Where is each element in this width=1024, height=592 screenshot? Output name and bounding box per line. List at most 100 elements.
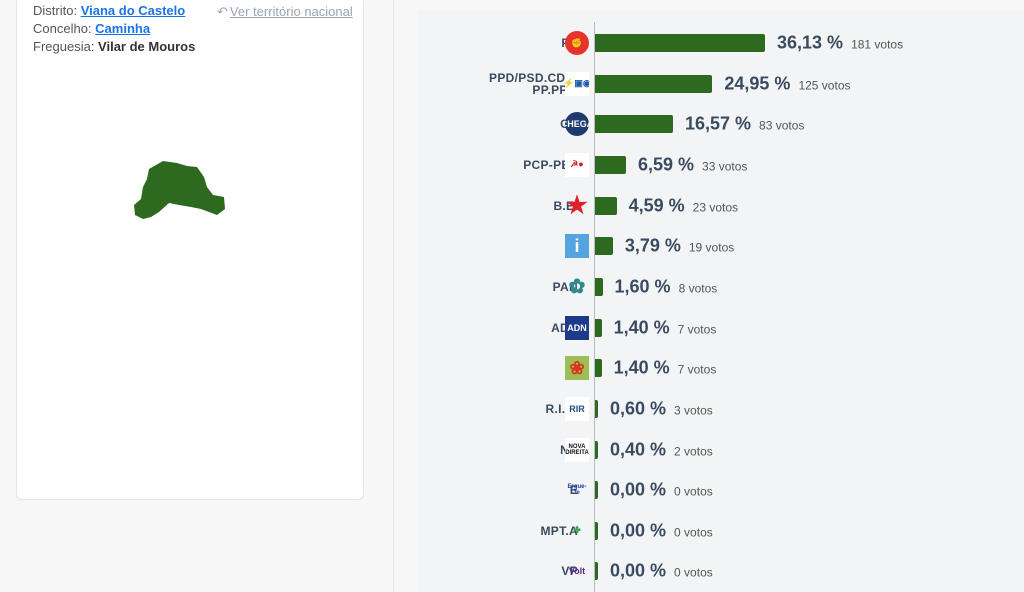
result-percentage: 3,79 % 19 votos <box>625 236 734 257</box>
percentage-value: 36,13 % <box>777 32 844 53</box>
votes-count: 3 votos <box>674 403 713 418</box>
result-percentage: 4,59 % 23 votos <box>629 195 738 216</box>
votes-count: 83 votos <box>759 118 805 133</box>
party-row: CHCHEGA16,57 %83 votos <box>418 110 1024 138</box>
result-percentage: 24,95 % 125 votos <box>724 73 850 94</box>
votes-count: 0 votos <box>674 484 713 499</box>
result-percentage: 16,57 % 83 votos <box>685 114 804 135</box>
parish-map[interactable] <box>129 157 229 221</box>
party-name: PCP-PEV <box>523 157 578 172</box>
party-row: E Ergue-te 0,00 % 0 votos <box>418 476 1024 504</box>
votes-count: 0 votos <box>674 565 713 580</box>
percentage-value: 0,00 % <box>610 479 667 500</box>
volt-logo: Volt <box>568 566 586 577</box>
party-name: B.E. <box>553 198 578 213</box>
party-row: B.E. ★ 4,59 % 23 votos <box>418 192 1024 220</box>
percentage-value: 0,00 % <box>610 560 667 581</box>
result-bar <box>595 440 598 459</box>
votes-count: 2 votos <box>674 444 713 458</box>
result-bar <box>595 318 602 337</box>
result-bar <box>595 481 598 500</box>
percentage-value: 16,57 % <box>684 113 752 134</box>
parish-line: Freguesia: Vilar de Mouros <box>33 39 195 54</box>
result-bar <box>595 237 613 256</box>
il-logo: i <box>565 234 589 259</box>
party-row: PAN ✿ 1,60 % 8 votos <box>418 273 1024 301</box>
percentage-value: 1,60 % <box>614 276 671 297</box>
percentage-value: 4,59 % <box>628 195 685 216</box>
percentage-value: 0,00 % <box>610 520 667 541</box>
ad-logo: ⚡▣◉ <box>565 71 589 96</box>
adn-logo: ADN <box>565 315 589 340</box>
party-row: PCP-PEV ☭● 6,59 % 33 votos <box>418 151 1024 179</box>
parish-name: Vilar de Mouros <box>98 39 196 54</box>
council-link[interactable]: Caminha <box>95 21 151 36</box>
votes-count: 125 votos <box>798 78 851 93</box>
cdu-logo: ☭● <box>565 152 589 177</box>
party-name: E <box>569 483 578 498</box>
ps-logo: ✊ <box>565 31 589 55</box>
panel-divider <box>393 0 394 592</box>
result-bar <box>595 359 602 378</box>
party-name: MPT.A <box>540 523 578 538</box>
party-name: PAN <box>552 279 578 294</box>
percentage-value: 24,95 % <box>724 73 791 94</box>
votes-count: 0 votos <box>674 525 713 540</box>
result-bar <box>595 562 598 581</box>
percentage-value: 6,59 % <box>638 154 695 175</box>
council-label: Concelho: <box>33 21 92 36</box>
chega-logo: CHEGA <box>565 112 589 137</box>
undo-icon: ↶ <box>217 4 228 19</box>
party-row: PPD/PSD.CDS- PP.PPM ⚡▣◉ 24,95 % 125 votos <box>418 70 1024 98</box>
result-percentage: 0,40 % 2 votos <box>610 439 713 460</box>
mpt-alianca-logo: ✤ <box>573 525 581 536</box>
result-percentage: 36,13 % 181 votos <box>777 33 903 54</box>
result-percentage: 1,60 % 8 votos <box>615 276 718 297</box>
result-bar <box>595 155 626 174</box>
percentage-value: 1,40 % <box>613 317 670 338</box>
results-panel <box>418 10 1024 592</box>
party-row: ADNADN1,40 %7 votos <box>418 314 1024 342</box>
result-percentage: 0,00 % 0 votos <box>610 480 713 501</box>
votes-count: 19 votos <box>688 240 735 255</box>
votes-count: 181 votos <box>851 37 904 52</box>
party-row: ILi3,79 %19 votos <box>418 232 1024 260</box>
percentage-value: 0,60 % <box>610 398 667 419</box>
national-territory-link[interactable]: ↶ Ver território nacional <box>217 4 353 20</box>
result-percentage: 1,40 % 7 votos <box>614 358 717 379</box>
result-bar <box>595 115 673 134</box>
national-link-label: Ver território nacional <box>229 4 353 19</box>
result-percentage: 6,59 % 33 votos <box>638 154 747 175</box>
district-link[interactable]: Viana do Castelo <box>80 3 186 18</box>
ergue-te-logo: Ergue-te <box>567 484 587 497</box>
district-line: Distrito: Viana do Castelo <box>33 3 185 18</box>
nova-direita-logo: NOVA DIREITA <box>565 437 589 462</box>
result-bar <box>595 521 598 540</box>
party-row: R.I.R. RIR 0,60 % 3 votos <box>418 395 1024 423</box>
rir-logo: RIR <box>565 396 589 421</box>
percentage-value: 0,40 % <box>610 439 667 459</box>
votes-count: 23 votos <box>692 200 739 215</box>
party-row: PS✊36,13 %181 votos <box>418 29 1024 57</box>
votes-count: 8 votos <box>678 281 718 296</box>
result-bar <box>595 277 603 296</box>
result-bar <box>595 196 617 215</box>
votes-count: 7 votos <box>677 362 717 377</box>
result-percentage: 0,60 % 3 votos <box>610 398 713 419</box>
votes-count: 33 votos <box>702 159 748 174</box>
party-name: VP <box>561 564 578 579</box>
votes-count: 7 votos <box>677 322 717 337</box>
party-row: MPT.A ✤ 0,00 % 0 votos <box>418 517 1024 545</box>
result-bar <box>595 399 598 418</box>
result-bar <box>595 74 713 93</box>
livre-logo: ❀ <box>565 356 589 381</box>
result-bar <box>595 34 765 52</box>
result-percentage: 1,40 % 7 votos <box>614 317 717 338</box>
council-line: Concelho: Caminha <box>33 21 150 36</box>
percentage-value: 1,40 % <box>613 357 670 378</box>
party-row: L❀1,40 %7 votos <box>418 354 1024 382</box>
map-card: Distrito: Viana do Castelo Concelho: Cam… <box>16 0 364 500</box>
parish-label: Freguesia: <box>33 39 95 54</box>
percentage-value: 3,79 % <box>624 235 681 256</box>
